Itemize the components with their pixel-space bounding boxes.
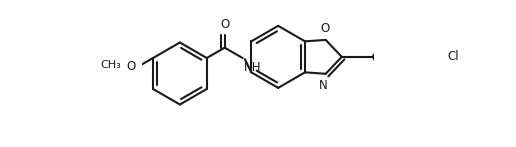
Text: Cl: Cl xyxy=(447,50,459,63)
Text: O: O xyxy=(220,18,229,31)
Text: NH: NH xyxy=(244,61,261,74)
Text: O: O xyxy=(126,60,136,72)
Text: CH₃: CH₃ xyxy=(101,60,121,70)
Text: N: N xyxy=(319,79,328,92)
Text: O: O xyxy=(320,22,329,35)
